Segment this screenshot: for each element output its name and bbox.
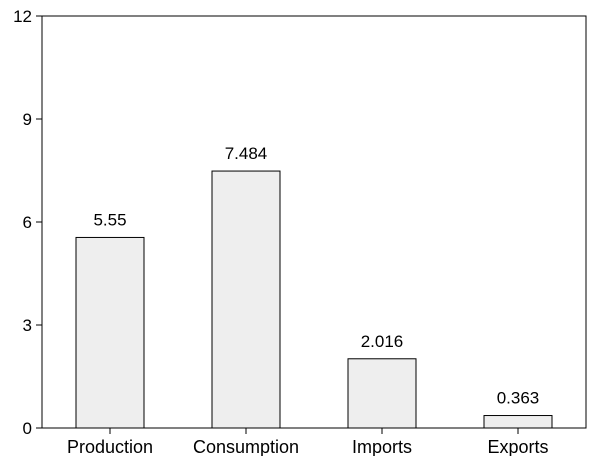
data-label-imports: 2.016 [361, 332, 404, 351]
bar-production [75, 236, 145, 429]
data-labels-layer: 5.55 7.484 2.016 0.363 [93, 144, 539, 407]
category-label-exports: Exports [487, 437, 548, 456]
bar-consumption [211, 170, 281, 429]
data-label-production: 5.55 [93, 210, 126, 229]
y-tick-label: 12 [13, 7, 32, 26]
data-label-exports: 0.363 [497, 389, 540, 408]
category-labels-layer: Production Consumption Imports Exports [67, 437, 549, 457]
category-label-production: Production [67, 437, 153, 456]
category-label-consumption: Consumption [193, 437, 299, 456]
bar-imports [347, 358, 417, 429]
bar-exports [483, 415, 553, 429]
bars-layer [75, 170, 553, 429]
y-tick-label: 3 [23, 316, 32, 335]
y-tick-label: 9 [23, 110, 32, 129]
data-label-consumption: 7.484 [225, 144, 268, 163]
category-label-imports: Imports [352, 437, 412, 456]
y-ticks-layer: 0 3 6 9 12 [13, 7, 519, 438]
y-tick-label: 6 [23, 213, 32, 232]
y-tick-label: 0 [23, 419, 32, 438]
